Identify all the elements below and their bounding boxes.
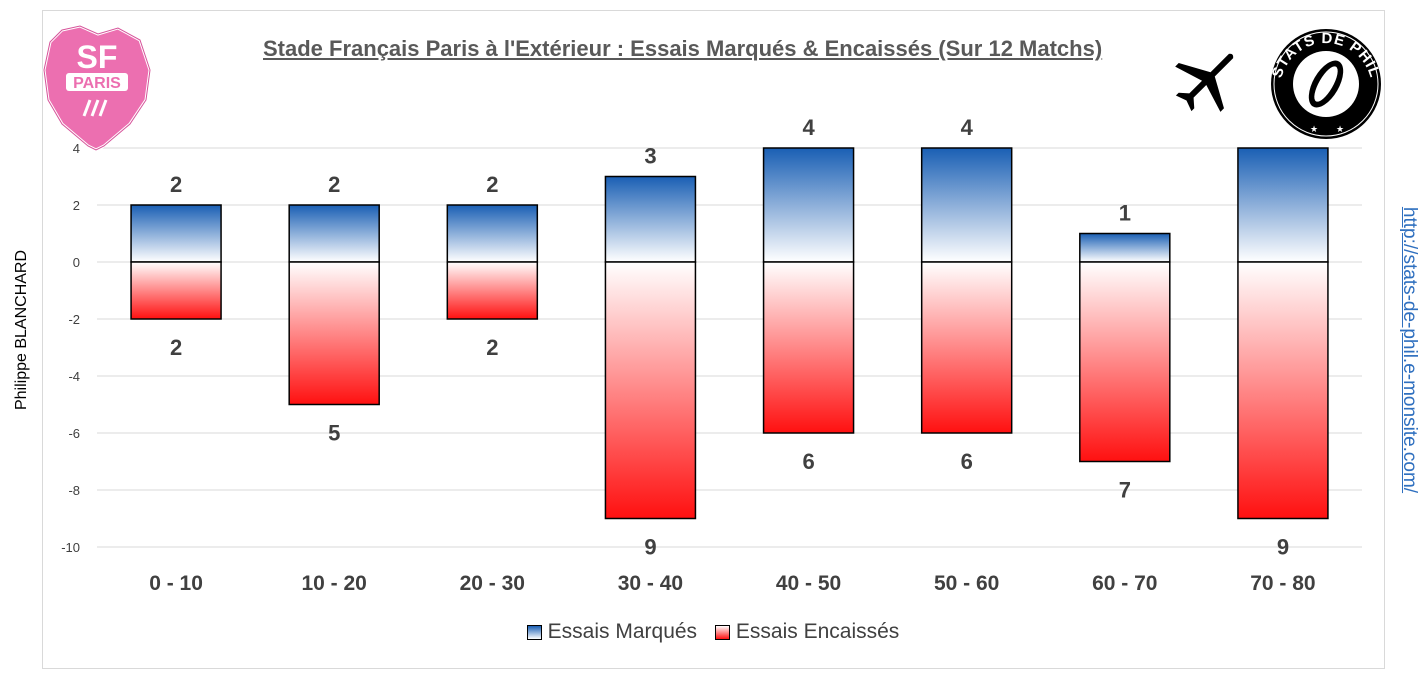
data-label-marques: 1 (1119, 201, 1131, 226)
legend-item-marques: Essais Marqués (526, 620, 698, 644)
legend-swatch-blue (526, 624, 542, 640)
x-tick-label: 40 - 50 (776, 572, 841, 595)
club-logo: SF PARIS (42, 24, 152, 152)
x-tick-label: 0 - 10 (149, 572, 203, 595)
label-layer: 2 2 0 - 10 2 5 10 - 20 2 2 20 - 30 3 9 30 - 40 4 6 40 … (149, 115, 1315, 595)
y-tick-label: 4 (73, 141, 80, 156)
bar-marques (1079, 232, 1171, 263)
x-tick-label: 60 - 70 (1092, 572, 1157, 595)
bar-encaisses (288, 261, 380, 406)
club-logo-initials: SF (77, 39, 118, 75)
y-tick-label: -6 (68, 426, 80, 441)
x-tick-label: 50 - 60 (934, 572, 999, 595)
bar-marques (288, 204, 380, 263)
airplane-icon (1175, 53, 1234, 112)
data-label-encaisses: 7 (1119, 478, 1131, 503)
x-tick-label: 20 - 30 (460, 572, 525, 595)
y-tick-label: 2 (73, 198, 80, 213)
legend-label-encaisses: Essais Encaissés (735, 620, 900, 643)
chart-legend: Essais Marqués Essais Encaissés (0, 620, 1426, 646)
data-label-marques: 2 (328, 172, 340, 197)
data-label-encaisses: 2 (170, 335, 182, 360)
data-label-marques: 4 (802, 115, 815, 140)
bar-encaisses (446, 261, 539, 320)
bar-encaisses (1079, 261, 1171, 463)
svg-text:★: ★ (1310, 124, 1318, 134)
data-label-marques: 2 (486, 172, 498, 197)
x-tick-label: 70 - 80 (1250, 572, 1315, 595)
legend-item-encaisses: Essais Encaissés (714, 620, 900, 644)
data-label-encaisses: 9 (644, 535, 656, 560)
data-label-encaisses: 9 (1277, 535, 1289, 560)
data-label-encaisses: 6 (961, 449, 973, 474)
bar-marques (1237, 147, 1329, 263)
data-label-encaisses: 2 (486, 335, 498, 360)
y-tick-label: -2 (68, 312, 80, 327)
y-tick-label: -8 (68, 483, 80, 498)
bar-encaisses (762, 261, 855, 434)
data-label-marques: 4 (961, 115, 974, 140)
bar-encaisses (1237, 261, 1329, 520)
y-tick-label: -10 (61, 540, 80, 555)
bar-encaisses (130, 261, 222, 320)
legend-label-marques: Essais Marqués (547, 620, 698, 643)
bar-marques (604, 175, 697, 263)
bar-layer (130, 147, 1329, 520)
svg-text:★: ★ (1336, 124, 1344, 134)
data-label-encaisses: 5 (328, 421, 340, 446)
data-label-encaisses: 6 (802, 449, 814, 474)
y-tick-label: -4 (68, 369, 80, 384)
bar-marques (446, 204, 539, 263)
data-label-marques: 3 (644, 144, 656, 169)
bar-encaisses (604, 261, 697, 520)
bar-marques (920, 147, 1013, 263)
stats-de-phil-logo: STATS DE PHIL ★ ★ (1269, 29, 1382, 139)
x-tick-label: 10 - 20 (301, 572, 366, 595)
legend-swatch-red (714, 624, 730, 640)
club-logo-name: PARIS (73, 75, 121, 92)
chart-frame (42, 10, 1385, 669)
y-tick-label: 0 (73, 255, 80, 270)
bar-encaisses (920, 261, 1013, 434)
chart-title: Stade Français Paris à l'Extérieur : Ess… (263, 36, 1103, 61)
data-label-marques: 2 (170, 172, 182, 197)
bar-marques (762, 147, 855, 263)
bar-marques (130, 204, 222, 263)
x-tick-label: 30 - 40 (618, 572, 683, 595)
